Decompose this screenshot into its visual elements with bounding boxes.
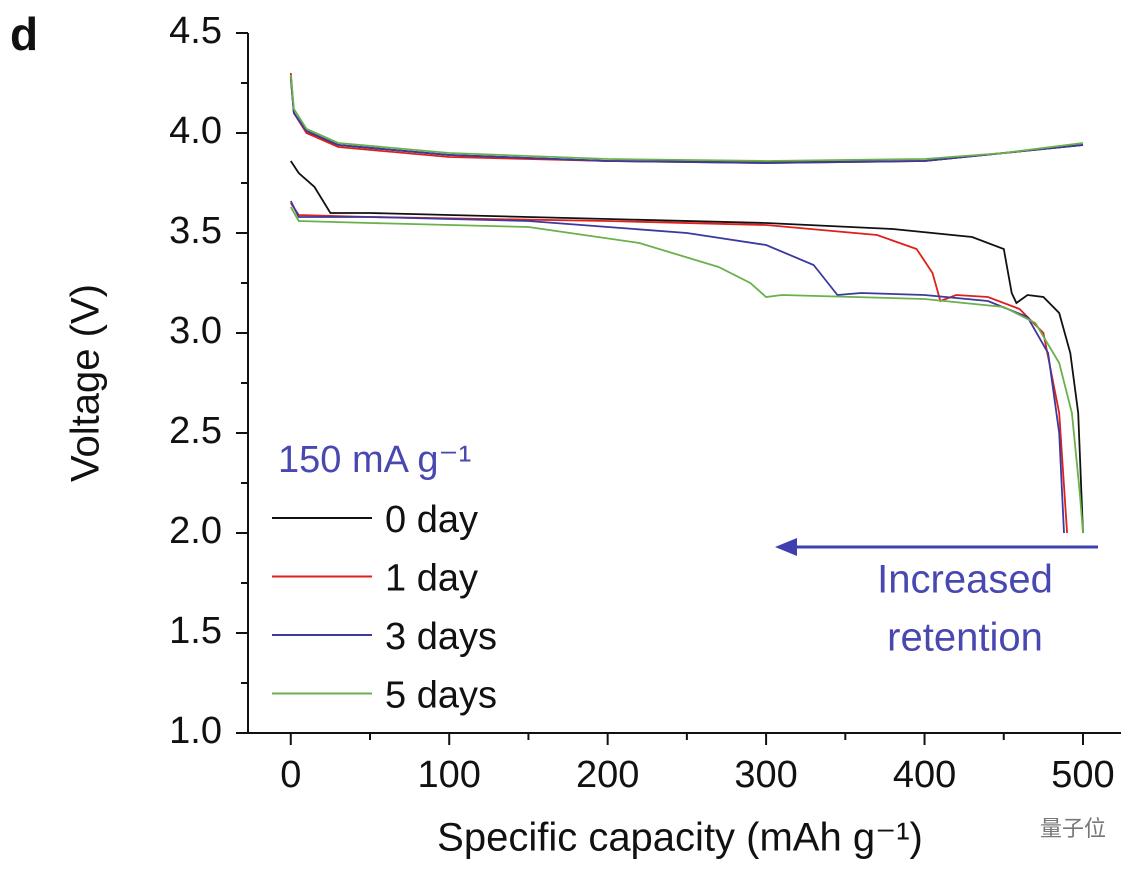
panel-label: d	[10, 8, 38, 60]
x-tick-label: 100	[418, 754, 481, 796]
series-line	[289, 74, 1084, 534]
y-tick-label: 2.5	[169, 410, 222, 452]
x-axis-label: Specific capacity (mAh g⁻¹)	[437, 816, 923, 860]
legend-label: 5 days	[385, 675, 497, 717]
y-tick-label: 4.5	[169, 10, 222, 52]
y-tick-label: 4.0	[169, 110, 222, 152]
y-tick-label: 3.5	[169, 210, 222, 252]
y-axis-label: Voltage (V)	[64, 284, 108, 482]
watermark: 量子位	[1040, 816, 1106, 841]
x-tick-label: 500	[1051, 754, 1114, 796]
x-tick-label: 0	[280, 754, 301, 796]
y-tick-label: 2.0	[169, 510, 222, 552]
series-line	[289, 78, 1084, 534]
legend-label: 3 days	[385, 616, 497, 658]
annotation: retention	[887, 616, 1043, 660]
arrow-head	[775, 538, 797, 556]
x-tick-label: 200	[576, 754, 639, 796]
x-tick-label: 400	[893, 754, 956, 796]
y-tick-label: 3.0	[169, 310, 222, 352]
y-tick-label: 1.5	[169, 610, 222, 652]
legend-label: 0 day	[385, 499, 478, 541]
legend-title: 150 mA g⁻¹	[278, 439, 471, 481]
annotation: Increased	[877, 558, 1053, 602]
y-tick-label: 1.0	[169, 710, 222, 752]
x-tick-label: 300	[734, 754, 797, 796]
legend-label: 1 day	[385, 558, 478, 600]
